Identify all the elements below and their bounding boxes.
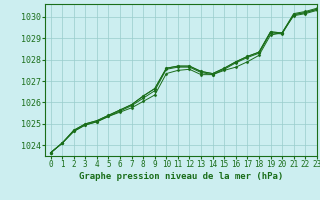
X-axis label: Graphe pression niveau de la mer (hPa): Graphe pression niveau de la mer (hPa) — [79, 172, 283, 181]
